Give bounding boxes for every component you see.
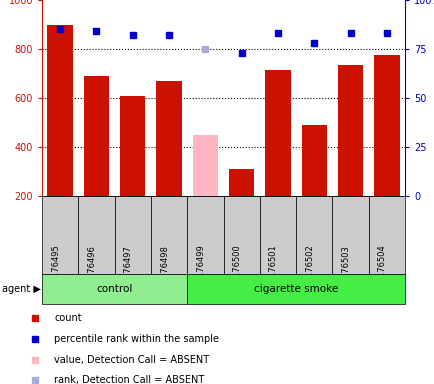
Text: GSM176504: GSM176504 bbox=[377, 245, 386, 295]
Bar bbox=[301, 125, 326, 196]
Text: GSM176495: GSM176495 bbox=[51, 245, 60, 295]
Text: GSM176498: GSM176498 bbox=[160, 245, 169, 296]
Text: GSM176499: GSM176499 bbox=[196, 245, 205, 295]
Text: rank, Detection Call = ABSENT: rank, Detection Call = ABSENT bbox=[54, 375, 204, 384]
Bar bbox=[151, 196, 187, 274]
Text: count: count bbox=[54, 313, 82, 323]
Bar bbox=[192, 135, 217, 196]
Text: GSM176502: GSM176502 bbox=[305, 245, 313, 295]
Bar bbox=[223, 196, 259, 274]
Bar bbox=[42, 196, 78, 274]
Bar bbox=[337, 65, 362, 196]
Bar bbox=[114, 196, 151, 274]
Text: GSM176496: GSM176496 bbox=[87, 245, 96, 296]
Text: control: control bbox=[96, 284, 132, 294]
Text: GSM176500: GSM176500 bbox=[232, 245, 241, 295]
Text: percentile rank within the sample: percentile rank within the sample bbox=[54, 334, 219, 344]
Bar bbox=[332, 196, 368, 274]
Bar bbox=[187, 274, 404, 304]
Bar bbox=[78, 196, 114, 274]
Bar bbox=[187, 196, 223, 274]
Bar bbox=[368, 196, 404, 274]
Bar bbox=[47, 25, 72, 196]
Bar bbox=[259, 196, 296, 274]
Text: GSM176497: GSM176497 bbox=[123, 245, 132, 296]
Text: value, Detection Call = ABSENT: value, Detection Call = ABSENT bbox=[54, 355, 209, 365]
Bar bbox=[373, 55, 399, 196]
Text: cigarette smoke: cigarette smoke bbox=[253, 284, 338, 294]
Text: GSM176503: GSM176503 bbox=[341, 245, 350, 296]
Bar bbox=[120, 96, 145, 196]
Bar bbox=[265, 70, 290, 196]
Bar bbox=[156, 81, 181, 196]
Text: agent ▶: agent ▶ bbox=[3, 284, 41, 294]
Bar bbox=[42, 274, 187, 304]
Bar bbox=[84, 76, 109, 196]
Bar bbox=[296, 196, 332, 274]
Text: GSM176501: GSM176501 bbox=[268, 245, 277, 295]
Bar bbox=[228, 169, 254, 196]
